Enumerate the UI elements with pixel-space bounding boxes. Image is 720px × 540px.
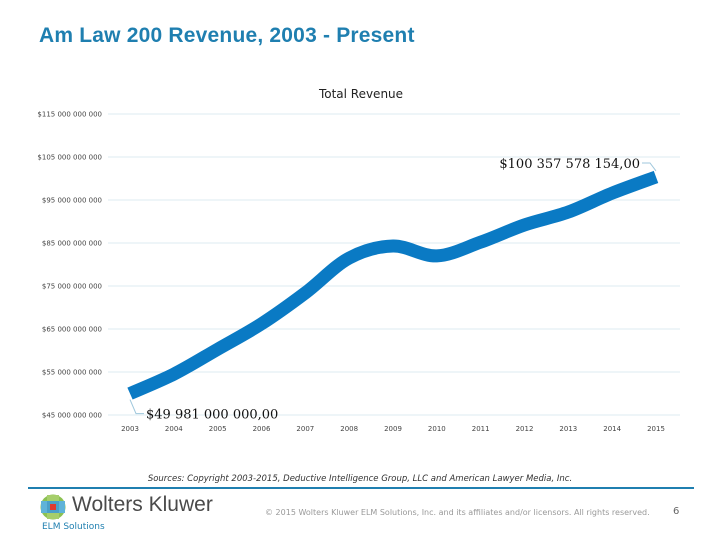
x-tick-label: 2012 [516,425,534,433]
annotations-layer: $49 981 000 000,00 $100 357 578 154,00 [129,157,657,423]
annotation-label-end: $100 357 578 154,00 [499,157,640,172]
brand-subtitle: ELM Solutions [42,522,105,532]
y-axis-ticks: $45 000 000 000 $55 000 000 000 $65 000 00… [37,111,102,420]
revenue-line-chart: Total Revenue $45 000 000 000 $55 000 000… [37,87,680,433]
x-axis-ticks: 2003 2004 2005 2006 2007 2008 2009 2010 2011 2012… [121,425,665,433]
y-tick-label: $65 000 000 000 [42,326,102,334]
y-tick-label: $85 000 000 000 [42,240,102,248]
page-number: 6 [673,506,680,517]
wolters-kluwer-logo-icon [40,494,66,520]
x-tick-label: 2003 [121,425,139,433]
chart-title: Total Revenue [318,87,403,101]
x-tick-label: 2008 [340,425,358,433]
x-tick-label: 2014 [603,425,621,433]
slide-title: Am Law 200 Revenue, 2003 - Present [39,24,415,47]
x-tick-label: 2007 [296,425,314,433]
x-tick-label: 2004 [165,425,183,433]
x-tick-label: 2011 [472,425,490,433]
revenue-series-line [127,170,659,400]
x-tick-label: 2006 [253,425,271,433]
y-tick-label: $115 000 000 000 [37,111,102,119]
footer-divider [28,487,694,489]
annotation-label-start: $49 981 000 000,00 [146,408,278,423]
annotation-leader-line [129,399,144,415]
y-tick-label: $45 000 000 000 [42,412,102,420]
annotation-leader-line [642,162,657,172]
y-tick-label: $105 000 000 000 [37,154,102,162]
y-tick-label: $95 000 000 000 [42,197,102,205]
y-tick-label: $55 000 000 000 [42,369,102,377]
brand-name: Wolters Kluwer [72,493,213,516]
y-tick-label: $75 000 000 000 [42,283,102,291]
series-layer [127,170,659,400]
x-tick-label: 2013 [559,425,577,433]
x-tick-label: 2009 [384,425,402,433]
x-tick-label: 2005 [209,425,227,433]
copyright-notice: © 2015 Wolters Kluwer ELM Solutions, Inc… [265,508,650,517]
sources-note: Sources: Copyright 2003-2015, Deductive … [147,474,573,484]
x-tick-label: 2010 [428,425,446,433]
x-tick-label: 2015 [647,425,665,433]
